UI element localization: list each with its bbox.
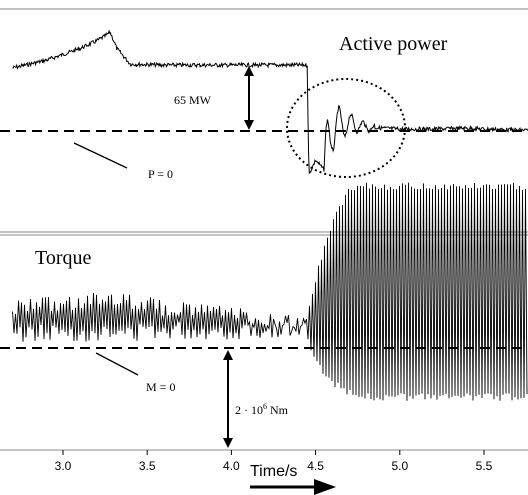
oscillation-highlight-ellipse [286, 78, 406, 178]
active-power-panel: Active power 65 MW P = 0 [0, 29, 528, 181]
step-label: 65 MW [174, 93, 212, 107]
amplitude-arrow-head-up [223, 350, 233, 360]
torque-panel: Torque M = 0 2 · 106 Nm [0, 182, 528, 448]
amplitude-arrow-head-down [223, 438, 233, 448]
m-zero-leader-line [95, 352, 139, 376]
x-axis-label: Time/s [250, 463, 297, 480]
step-arrow-head-up [244, 66, 254, 76]
active-power-trace [12, 29, 528, 175]
x-tick-label: 5.5 [476, 459, 493, 473]
x-tick-label: 3.0 [55, 459, 72, 473]
torque-trace [12, 182, 528, 401]
active-power-title: Active power [339, 33, 448, 55]
x-tick-label: 4.5 [307, 459, 324, 473]
amplitude-label-base: 2 · 10 [235, 403, 263, 417]
p-zero-label: P = 0 [148, 167, 173, 181]
amplitude-label-exponent: 6 [263, 402, 267, 411]
x-tick-label: 5.0 [391, 459, 408, 473]
m-zero-label: M = 0 [146, 380, 175, 394]
p-zero-leader-line [73, 142, 128, 169]
amplitude-label-unit: Nm [267, 403, 289, 417]
x-tick-label: 3.5 [139, 459, 156, 473]
amplitude-label: 2 · 106 Nm [235, 402, 289, 417]
time-arrow-head [314, 479, 336, 495]
x-tick-label: 4.0 [223, 459, 240, 473]
x-axis-ticks: 3.0 3.5 4.0 4.5 5.0 5.5 [55, 450, 493, 473]
torque-title: Torque [35, 247, 91, 269]
step-arrow-head-down [244, 120, 254, 130]
